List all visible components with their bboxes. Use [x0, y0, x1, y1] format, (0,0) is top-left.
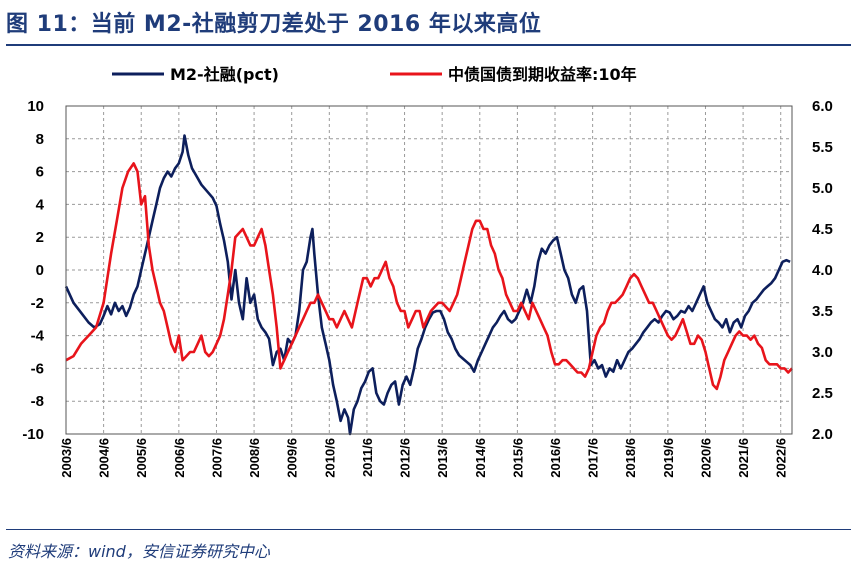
x-tick-label: 2011/6 — [360, 438, 375, 477]
x-tick-label: 2017/6 — [586, 438, 601, 478]
right-axis-ticks: 6.0 5.5 5.0 4.5 4.0 3.5 3.0 2.5 2.0 — [812, 98, 833, 443]
legend-label-m2: M2-社融(pct) — [170, 65, 279, 84]
right-tick-label: 4.5 — [812, 221, 833, 238]
x-tick-label: 2012/6 — [398, 438, 413, 478]
left-tick-label: 6 — [36, 164, 44, 181]
gridlines — [65, 105, 792, 435]
right-tick-label: 2.5 — [812, 385, 833, 402]
series-line-yield — [65, 162, 793, 391]
x-tick-label: 2008/6 — [247, 438, 262, 478]
left-tick-label: -8 — [31, 393, 44, 410]
plot-frame — [65, 105, 793, 435]
legend: M2-社融(pct) 中债国债到期收益率:10年 — [112, 65, 637, 84]
chart: M2-社融(pct) 中债国债到期收益率:10年 10 8 6 4 2 0 -2 -4 -6 -8… — [22, 65, 833, 478]
x-tick-label: 2007/6 — [209, 438, 224, 478]
x-tick-label: 2019/6 — [661, 438, 676, 478]
right-tick-label: 5.0 — [812, 180, 833, 197]
right-tick-label: 6.0 — [812, 98, 833, 115]
left-tick-label: 0 — [36, 262, 44, 279]
x-tick-label: 2010/6 — [322, 438, 337, 478]
x-tick-label: 2018/6 — [623, 438, 638, 478]
x-tick-label: 2021/6 — [736, 438, 751, 478]
x-tick-label: 2014/6 — [473, 438, 488, 478]
left-tick-label: 2 — [36, 229, 44, 246]
x-tick-label: 2003/6 — [59, 438, 74, 478]
x-tick-label: 2004/6 — [97, 438, 112, 478]
series-line-m2 — [64, 134, 791, 436]
x-tick-label: 2016/6 — [548, 438, 563, 478]
right-tick-label: 5.5 — [812, 139, 833, 156]
right-tick-label: 4.0 — [812, 262, 833, 279]
x-tick-label: 2015/6 — [510, 438, 525, 478]
legend-label-yield: 中债国债到期收益率:10年 — [448, 65, 637, 84]
x-tick-label: 2006/6 — [172, 438, 187, 478]
source-note: 资料来源：wind，安信证券研究中心 — [8, 542, 270, 561]
right-tick-label: 2.0 — [812, 426, 833, 443]
x-tick-label: 2022/6 — [774, 438, 789, 478]
x-tick-label: 2020/6 — [698, 438, 713, 478]
source-rule — [6, 529, 851, 530]
left-tick-label: 8 — [36, 131, 44, 148]
x-tick-label: 2013/6 — [435, 438, 450, 478]
left-axis-ticks: 10 8 6 4 2 0 -2 -4 -6 -8 -10 — [22, 98, 44, 443]
left-tick-label: 10 — [27, 98, 44, 115]
figure-title: 图 11：当前 M2-社融剪刀差处于 2016 年以来高位 — [6, 12, 542, 37]
left-tick-label: -4 — [31, 328, 45, 345]
x-axis-ticks: 2003/6 2004/6 2005/6 2006/6 2007/6 2008/6 2009… — [59, 438, 789, 478]
left-tick-label: -6 — [31, 360, 44, 377]
x-tick-label: 2005/6 — [134, 438, 149, 478]
left-tick-label: -10 — [22, 426, 44, 443]
left-tick-label: -2 — [31, 295, 44, 312]
x-tick-label: 2009/6 — [285, 438, 300, 478]
series-layer — [64, 134, 793, 436]
left-tick-label: 4 — [36, 196, 45, 213]
title-rule — [6, 44, 851, 46]
right-tick-label: 3.5 — [812, 303, 833, 320]
right-tick-label: 3.0 — [812, 344, 833, 361]
